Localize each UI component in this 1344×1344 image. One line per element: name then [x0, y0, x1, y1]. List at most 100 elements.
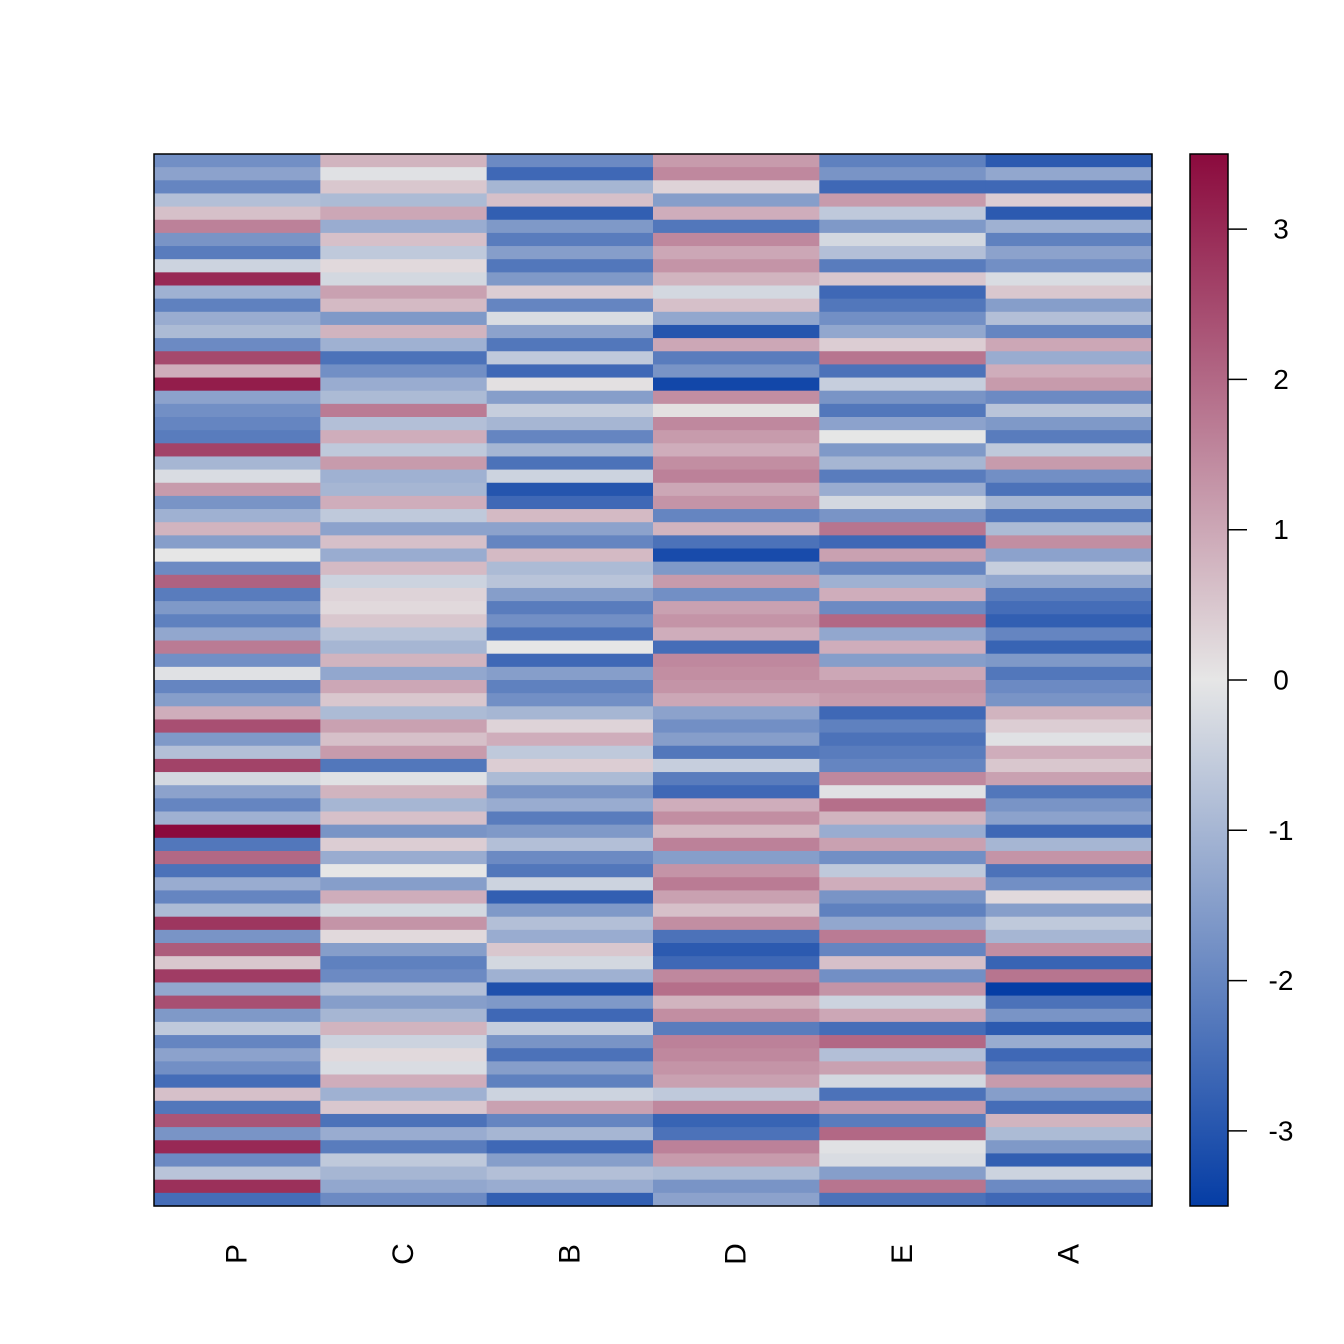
heatmap-cell — [985, 193, 1153, 208]
heatmap-cell — [985, 390, 1153, 405]
heatmap-cell — [154, 666, 321, 681]
heatmap-cell — [653, 640, 820, 655]
heatmap-cell — [486, 574, 654, 589]
heatmap-cell — [819, 1100, 987, 1115]
column-label-c: C — [387, 1243, 420, 1265]
heatmap-cell — [819, 680, 987, 694]
heatmap-cell — [154, 548, 321, 563]
heatmap-cell — [486, 982, 654, 997]
heatmap-cell — [985, 167, 1153, 181]
heatmap-cell — [486, 785, 654, 799]
heatmap-cell — [653, 864, 820, 878]
heatmap-cell — [320, 811, 488, 826]
heatmap-cell — [154, 298, 321, 313]
heatmap-cell — [154, 745, 321, 760]
heatmap-cell — [486, 430, 654, 444]
heatmap-cell — [486, 614, 654, 628]
heatmap-cell — [819, 653, 987, 668]
heatmap-cell — [154, 864, 321, 878]
heatmap-cell — [985, 587, 1153, 602]
heatmap-cell — [486, 509, 654, 523]
heatmap-cell — [819, 1008, 987, 1023]
heatmap-cell — [819, 640, 987, 655]
heatmap-cell — [486, 548, 654, 563]
heatmap-cell — [985, 324, 1153, 339]
heatmap-cell — [819, 482, 987, 497]
heatmap-cell — [154, 890, 321, 905]
heatmap-cell — [154, 364, 321, 379]
heatmap-cell — [985, 377, 1153, 392]
heatmap-cell — [653, 706, 820, 721]
heatmap-cell — [320, 1166, 488, 1181]
heatmap-cell — [486, 969, 654, 984]
heatmap-cell — [154, 587, 321, 602]
heatmap-cell — [486, 745, 654, 760]
heatmap-cell — [154, 877, 321, 891]
heatmap-cell — [985, 351, 1153, 365]
heatmap-cell — [819, 1061, 987, 1076]
heatmap-cell — [154, 1166, 321, 1181]
heatmap-cell — [819, 364, 987, 379]
heatmap-cell — [819, 772, 987, 786]
heatmap-cell — [486, 1166, 654, 1181]
heatmap-cell — [653, 574, 820, 589]
heatmap-cell — [486, 495, 654, 510]
heatmap-cell — [985, 522, 1153, 536]
heatmap-cell — [985, 1021, 1153, 1036]
colorbar-tick-label: -1 — [1269, 815, 1294, 846]
heatmap-cell — [653, 653, 820, 668]
column-label-b: B — [553, 1244, 586, 1264]
heatmap-cell — [320, 1048, 488, 1062]
heatmap-cell — [653, 1074, 820, 1089]
heatmap-cell — [486, 456, 654, 471]
heatmap-cell — [985, 706, 1153, 721]
heatmap-cell — [819, 193, 987, 208]
heatmap-cell — [486, 680, 654, 694]
heatmap-cell — [985, 443, 1153, 458]
heatmap-cell — [486, 956, 654, 970]
heatmap-cell — [154, 443, 321, 458]
heatmap-cell — [320, 285, 488, 300]
heatmap-cell — [154, 246, 321, 260]
heatmap-cell — [154, 719, 321, 734]
heatmap-cell — [985, 627, 1153, 642]
heatmap-cell — [486, 1021, 654, 1036]
heatmap-cell — [154, 377, 321, 392]
heatmap-cells — [154, 154, 1153, 1207]
heatmap-cell — [985, 456, 1153, 471]
heatmap-cell — [653, 535, 820, 550]
heatmap-cell — [486, 180, 654, 195]
heatmap-cell — [819, 522, 987, 536]
heatmap-cell — [320, 956, 488, 970]
heatmap-cell — [154, 653, 321, 668]
heatmap-cell — [486, 850, 654, 865]
heatmap-cell — [653, 732, 820, 747]
heatmap-cell — [653, 285, 820, 300]
heatmap-cell — [320, 850, 488, 865]
heatmap-cell — [320, 864, 488, 878]
heatmap-cell — [653, 259, 820, 273]
heatmap-cell — [985, 969, 1153, 984]
heatmap-cell — [154, 535, 321, 550]
heatmap-cell — [486, 758, 654, 773]
heatmap-cell — [985, 154, 1153, 168]
heatmap-cell — [154, 193, 321, 208]
heatmap-cell — [653, 903, 820, 918]
heatmap-cell — [320, 666, 488, 681]
heatmap-cell — [320, 1008, 488, 1023]
heatmap-cell — [653, 1140, 820, 1154]
heatmap-cell — [653, 364, 820, 379]
heatmap-cell — [653, 614, 820, 628]
heatmap-cell — [320, 627, 488, 642]
heatmap-cell — [653, 206, 820, 221]
heatmap-cell — [486, 666, 654, 681]
heatmap-cell — [320, 154, 488, 168]
heatmap-cell — [819, 1113, 987, 1128]
heatmap-cell — [320, 680, 488, 694]
heatmap-cell — [819, 1140, 987, 1154]
heatmap-cell — [486, 811, 654, 826]
heatmap-cell — [486, 324, 654, 339]
heatmap-cell — [653, 772, 820, 786]
heatmap-cell — [154, 1127, 321, 1141]
heatmap-cell — [320, 495, 488, 510]
